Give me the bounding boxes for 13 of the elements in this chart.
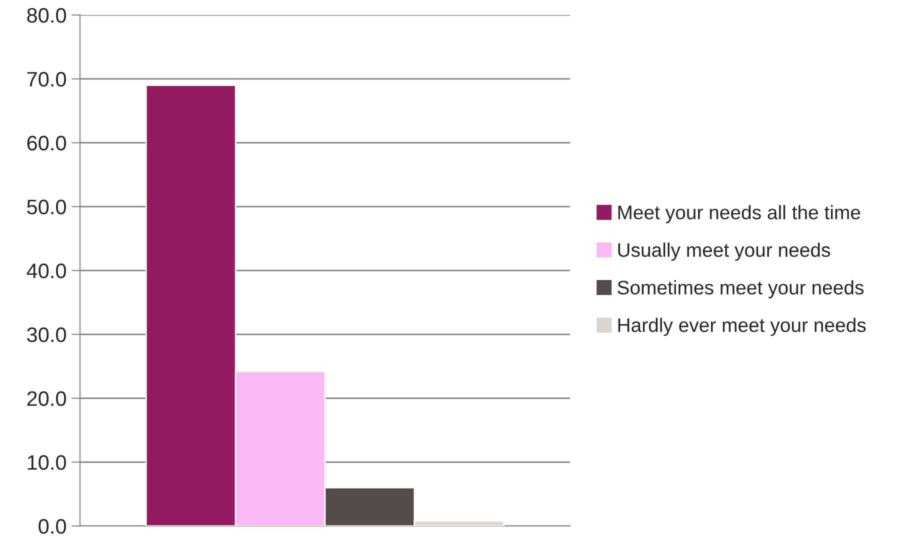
y-tick-label: 60.0 <box>27 136 66 151</box>
y-tick-label: 80.0 <box>27 8 66 23</box>
y-tick-label: 40.0 <box>26 264 66 278</box>
y-tick-label: 30.0 <box>27 327 66 342</box>
y-tick-label: 0.0 <box>38 519 66 534</box>
y-tick-label: 10.0 <box>28 455 66 470</box>
y-tick-label: 20.0 <box>27 391 66 406</box>
legend-label: Meet your needs all the time <box>618 205 860 224</box>
y-tick-label: 70.0 <box>27 72 66 87</box>
legend-label: Sometimes meet your needs <box>618 280 864 298</box>
legend-label: Hardly ever meet your needs <box>618 318 866 336</box>
y-tick-label: 50.0 <box>27 200 66 214</box>
legend-label: Usually meet your needs <box>618 242 830 261</box>
